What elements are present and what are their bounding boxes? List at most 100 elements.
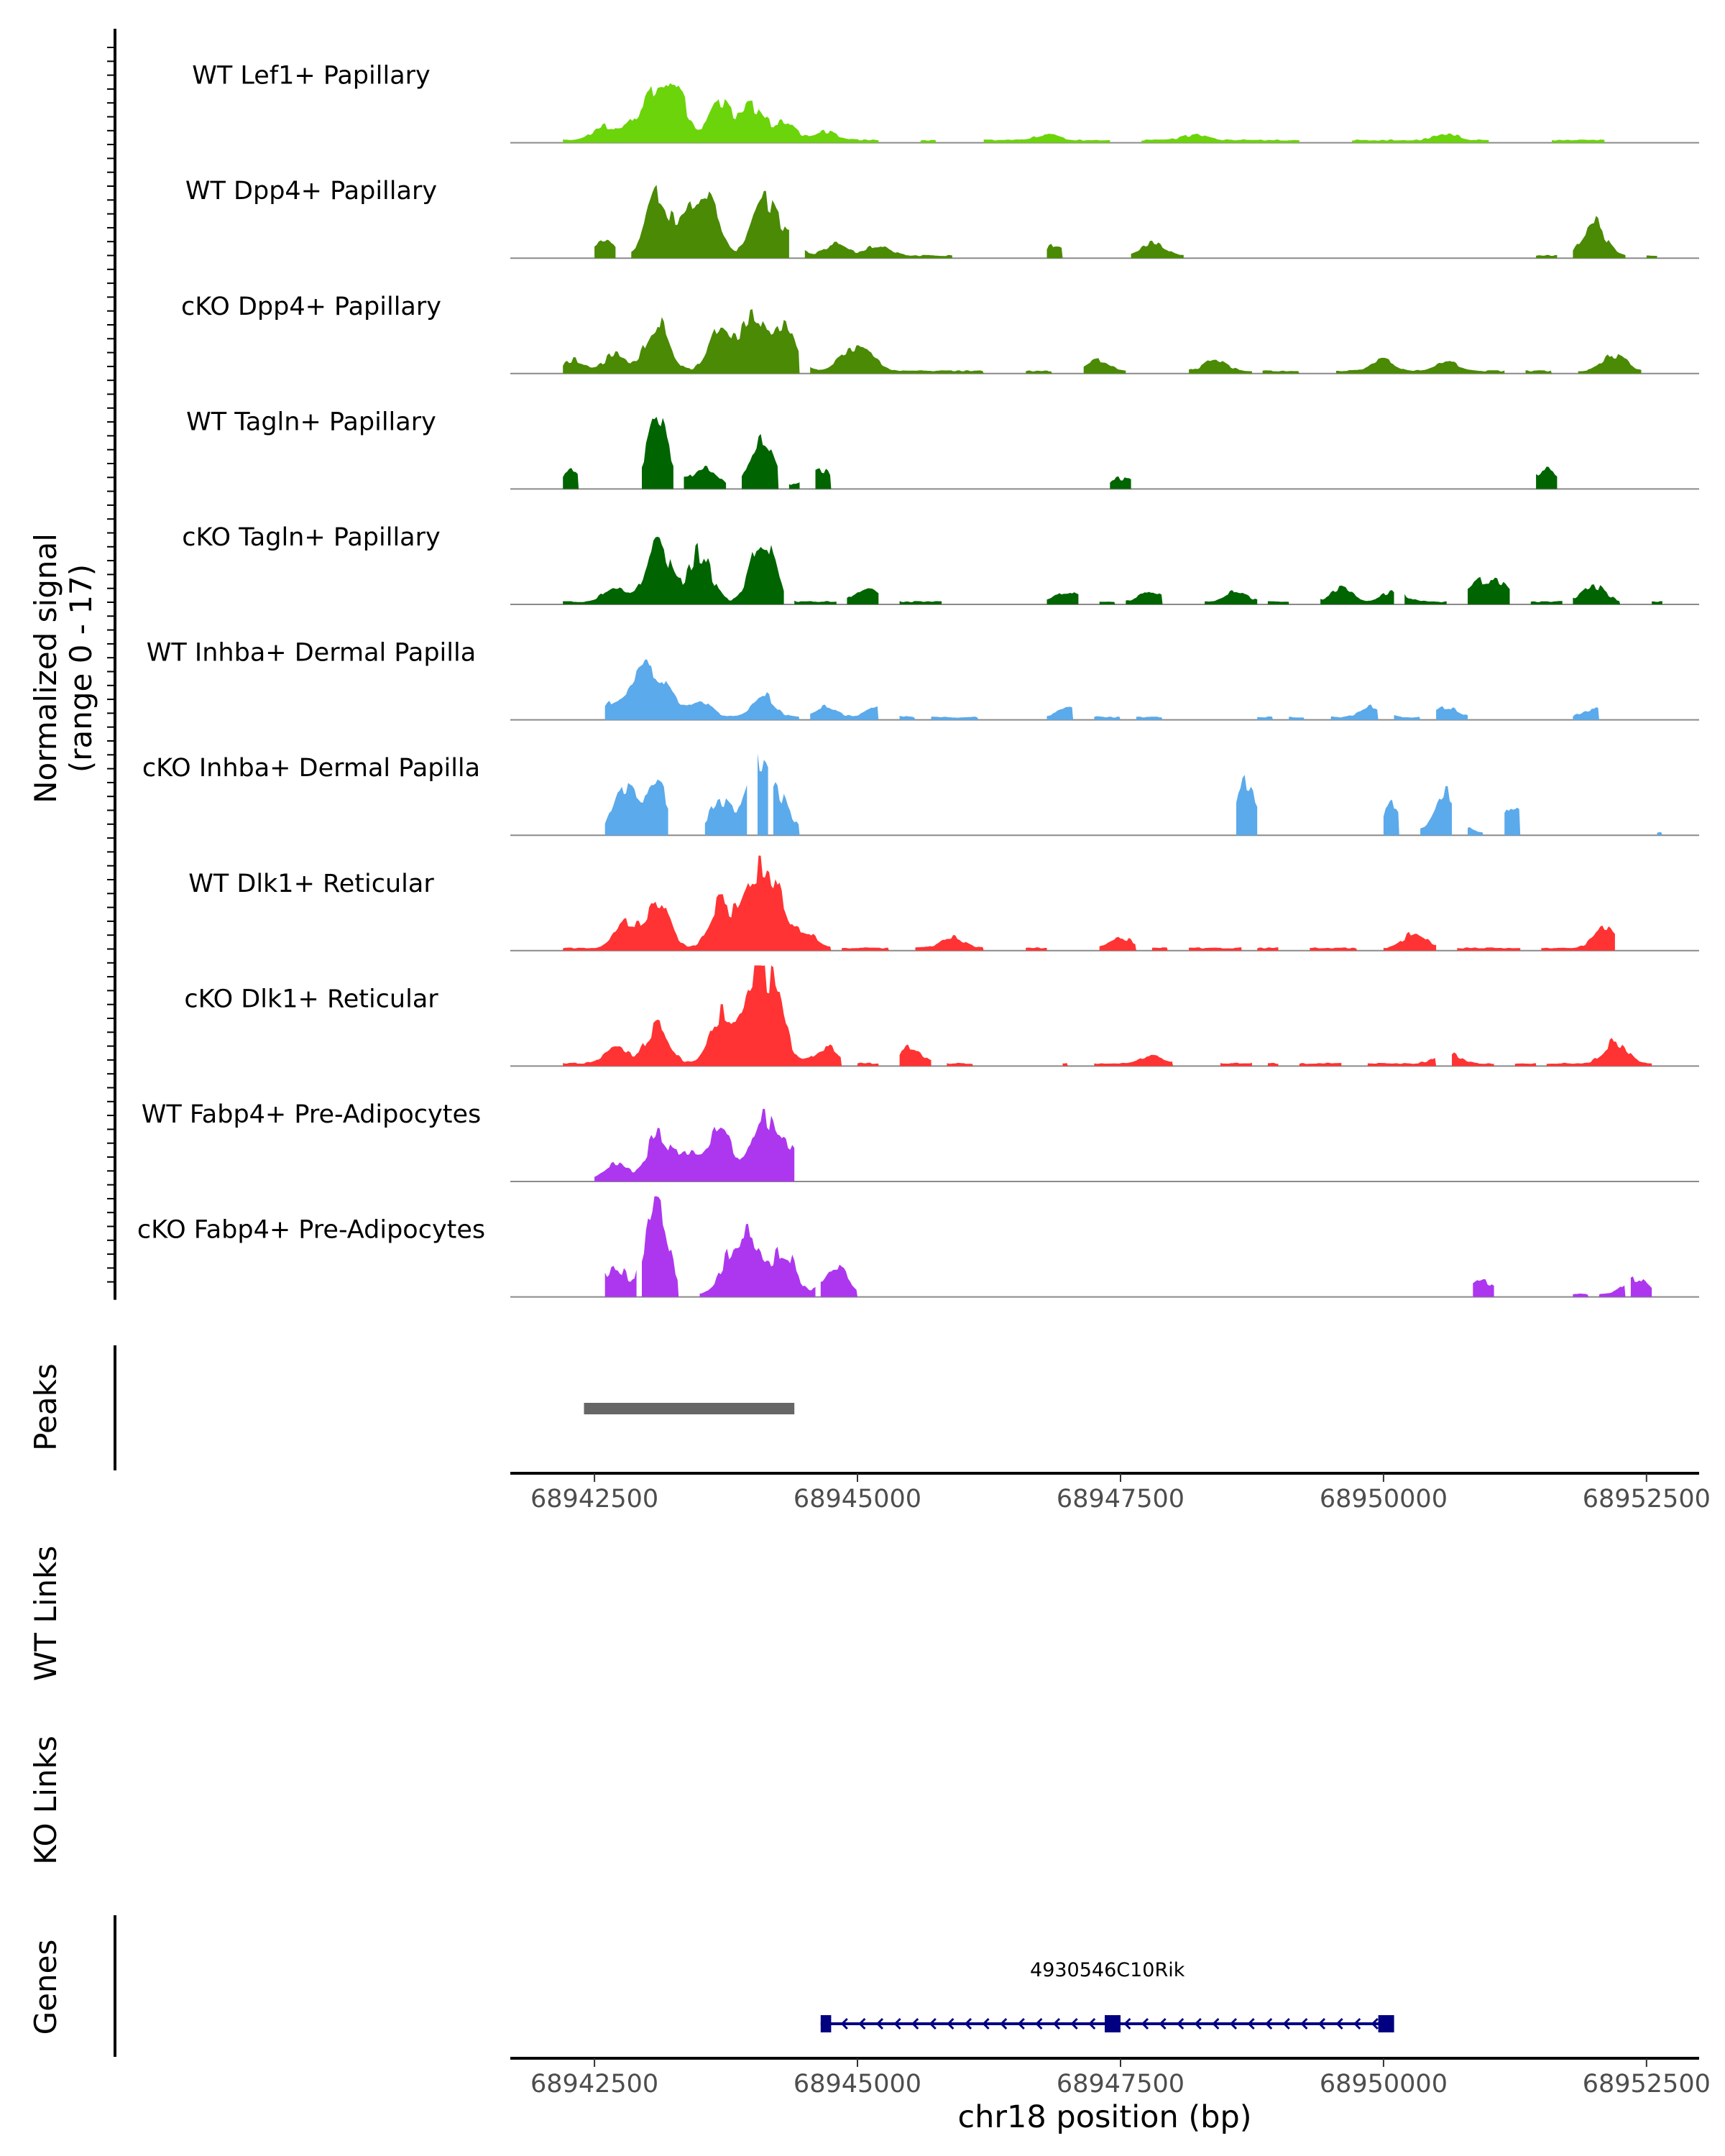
coverage-area bbox=[1541, 925, 1615, 951]
strand-arrow bbox=[1052, 2017, 1061, 2030]
strand-arrow bbox=[1265, 2017, 1273, 2030]
strand-arrow bbox=[1335, 2017, 1343, 2030]
strand-arrow bbox=[1088, 2017, 1096, 2030]
coverage-area bbox=[1289, 717, 1305, 720]
coverage-area bbox=[1026, 947, 1047, 951]
strand-arrow bbox=[1070, 2017, 1078, 2030]
coverage-area bbox=[604, 1266, 637, 1297]
coverage-area bbox=[1630, 1276, 1652, 1297]
strand-arrow bbox=[1000, 2017, 1008, 2030]
strand-arrow bbox=[1371, 2017, 1379, 2030]
middle-x-tick-label: 68950000 bbox=[1320, 1485, 1448, 1514]
track-label: WT Dpp4+ Papillary bbox=[185, 177, 437, 206]
coverage-area bbox=[1573, 1294, 1589, 1297]
gene-exon bbox=[1378, 2015, 1394, 2032]
bottom-x-tick-label: 68942500 bbox=[530, 2070, 658, 2099]
coverage-area bbox=[983, 134, 1110, 143]
coverage-area bbox=[947, 1063, 973, 1067]
coverage-area bbox=[1578, 354, 1642, 374]
coverage-area bbox=[1514, 1063, 1537, 1067]
links-track-label: KO Links bbox=[28, 1736, 63, 1865]
coverage-area bbox=[1573, 584, 1621, 604]
coverage-area bbox=[1573, 216, 1626, 259]
coverage-area bbox=[1546, 1038, 1652, 1067]
coverage-area bbox=[857, 1062, 879, 1067]
coverage-area bbox=[804, 241, 952, 259]
coverage-area bbox=[1310, 947, 1358, 951]
strand-arrow bbox=[875, 2017, 884, 2030]
coverage-area bbox=[1652, 601, 1662, 604]
coverage-y-axis-range-label: (range 0 - 17) bbox=[63, 564, 98, 773]
genes-panel: Genes 4930546C10Rik bbox=[28, 1915, 1394, 2057]
coverage-area bbox=[1367, 1058, 1437, 1067]
coverage-area bbox=[1189, 359, 1252, 374]
coverage-area bbox=[1131, 240, 1184, 259]
coverage-area bbox=[563, 965, 842, 1067]
coverage-area bbox=[563, 83, 879, 143]
strand-arrow bbox=[893, 2017, 901, 2030]
coverage-area bbox=[1436, 706, 1468, 720]
coverage-area bbox=[563, 536, 784, 604]
coverage-area bbox=[1394, 715, 1421, 720]
middle-x-axis: 68942500 68945000 68947500 68950000 68952500 bbox=[510, 1472, 1711, 1514]
coverage-area bbox=[704, 785, 748, 836]
strand-arrow bbox=[1194, 2017, 1202, 2030]
strand-arrow bbox=[1229, 2017, 1238, 2030]
coverage-area bbox=[1126, 591, 1163, 604]
coverage-area bbox=[815, 468, 832, 489]
coverage-panel: Normalized signal (range 0 - 17) WT Lef1+ … bbox=[28, 29, 1699, 1300]
bottom-x-axis: 68942500 68945000 68947500 68950000 68952500… bbox=[510, 2057, 1711, 2135]
bottom-x-tick-label: 68952500 bbox=[1583, 2070, 1711, 2099]
coverage-area bbox=[1046, 706, 1074, 720]
coverage-area bbox=[1573, 707, 1599, 720]
coverage-area bbox=[1099, 936, 1136, 951]
coverage-area bbox=[915, 935, 984, 951]
coverage-area bbox=[1383, 799, 1399, 836]
coverage-area bbox=[1062, 1063, 1068, 1067]
strand-arrow bbox=[1247, 2017, 1255, 2030]
coverage-area bbox=[794, 600, 837, 604]
coverage-area bbox=[1299, 1062, 1342, 1067]
coverage-area bbox=[899, 1044, 932, 1067]
coverage-area bbox=[1220, 1062, 1252, 1067]
coverage-area bbox=[1026, 370, 1052, 374]
coverage-area bbox=[810, 704, 879, 720]
coverage-area bbox=[1110, 476, 1131, 489]
coverage-area bbox=[1094, 1054, 1174, 1067]
coverage-area bbox=[1330, 704, 1379, 720]
coverage-area bbox=[1352, 133, 1489, 143]
bottom-x-tick-label: 68945000 bbox=[794, 2070, 921, 2099]
coverage-area bbox=[1530, 601, 1563, 604]
track-label: WT Tagln+ Papillary bbox=[186, 407, 436, 436]
coverage-area bbox=[642, 1196, 679, 1297]
coverage-area bbox=[1525, 370, 1552, 374]
peaks-panel: Peaks bbox=[28, 1345, 795, 1470]
bottom-x-tick-label: 68947500 bbox=[1057, 2070, 1184, 2099]
coverage-area bbox=[920, 139, 937, 143]
coverage-area bbox=[773, 782, 800, 836]
strand-arrow bbox=[1123, 2017, 1131, 2030]
peaks-track-label: Peaks bbox=[28, 1363, 63, 1451]
strand-arrow bbox=[911, 2017, 919, 2030]
track-label: cKO Inhba+ Dermal Papilla bbox=[142, 754, 480, 783]
strand-arrow bbox=[858, 2017, 866, 2030]
coverage-area bbox=[810, 345, 984, 374]
track-label: WT Fabp4+ Pre-Adipocytes bbox=[142, 1100, 481, 1129]
coverage-area bbox=[1257, 717, 1274, 720]
coverage-area bbox=[1536, 254, 1558, 259]
coverage-area bbox=[1141, 134, 1300, 143]
track-label: cKO Tagln+ Papillary bbox=[182, 523, 441, 552]
coverage-area bbox=[1046, 244, 1063, 259]
strand-arrow bbox=[1317, 2017, 1326, 2030]
coverage-area bbox=[1099, 602, 1116, 604]
peak-region bbox=[584, 1403, 795, 1414]
coverage-area bbox=[758, 753, 768, 836]
strand-arrow bbox=[1159, 2017, 1167, 2030]
coverage-area bbox=[1046, 592, 1079, 604]
coverage-area bbox=[1083, 358, 1126, 374]
coverage-area bbox=[788, 482, 800, 489]
strand-arrow bbox=[1353, 2017, 1361, 2030]
track-label: WT Inhba+ Dermal Papilla bbox=[147, 639, 476, 668]
coverage-area bbox=[1657, 832, 1662, 836]
